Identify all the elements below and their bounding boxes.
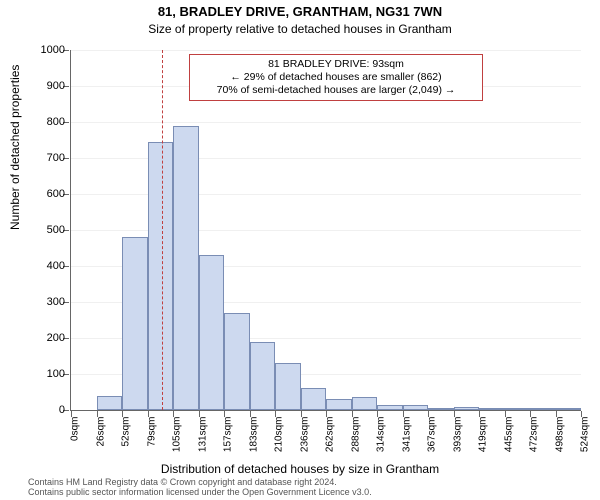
x-tick-label: 262sqm (325, 417, 336, 453)
y-gridline (71, 50, 581, 51)
histogram-bar (352, 397, 378, 410)
y-tick-label: 0 (25, 404, 65, 416)
x-tick-label: 524sqm (580, 417, 591, 453)
x-tick-label: 445sqm (503, 417, 514, 453)
y-tick-label: 900 (25, 80, 65, 92)
histogram-bar (275, 363, 301, 410)
x-tick-label: 288sqm (350, 417, 361, 453)
x-tick-label: 236sqm (299, 417, 310, 453)
chart-subtitle: Size of property relative to detached ho… (0, 22, 600, 36)
chart-title: 81, BRADLEY DRIVE, GRANTHAM, NG31 7WN (0, 4, 600, 19)
x-tick-label: 105sqm (172, 417, 183, 453)
histogram-bar (377, 405, 403, 410)
x-tick-label: 26sqm (95, 417, 106, 447)
x-tick-label: 419sqm (478, 417, 489, 453)
histogram-bar (454, 407, 480, 410)
y-tick-label: 800 (25, 116, 65, 128)
y-tick-label: 600 (25, 188, 65, 200)
y-gridline (71, 122, 581, 123)
x-tick-label: 472sqm (529, 417, 540, 453)
histogram-bar (556, 408, 582, 410)
histogram-bar (224, 313, 250, 410)
annotation-box: 81 BRADLEY DRIVE: 93sqm ← 29% of detache… (189, 54, 483, 101)
y-tick-label: 700 (25, 152, 65, 164)
histogram-bar (530, 408, 556, 410)
y-tick-label: 1000 (25, 44, 65, 56)
histogram-bar (505, 408, 531, 410)
x-tick-label: 0sqm (70, 417, 81, 441)
y-tick-label: 500 (25, 224, 65, 236)
histogram-bar (428, 408, 454, 410)
annotation-line1: 81 BRADLEY DRIVE: 93sqm (196, 58, 476, 71)
license-text: Contains HM Land Registry data © Crown c… (28, 478, 372, 498)
x-tick-label: 341sqm (401, 417, 412, 453)
y-axis-title: Number of detached properties (8, 65, 22, 230)
reference-line (162, 50, 163, 410)
y-tick-label: 200 (25, 332, 65, 344)
x-tick-label: 183sqm (248, 417, 259, 453)
histogram-bar (173, 126, 199, 410)
y-tick-label: 400 (25, 260, 65, 272)
license-line2: Contains public sector information licen… (28, 488, 372, 498)
histogram-bar (403, 405, 429, 410)
x-tick-label: 498sqm (554, 417, 565, 453)
annotation-line2: ← 29% of detached houses are smaller (86… (196, 71, 476, 84)
x-tick-label: 157sqm (223, 417, 234, 453)
histogram-bar (97, 396, 123, 410)
x-tick-label: 314sqm (376, 417, 387, 453)
histogram-bar (301, 388, 327, 410)
histogram-bar (148, 142, 174, 410)
histogram-bar (199, 255, 225, 410)
histogram-bar (326, 399, 352, 410)
x-tick-label: 52sqm (121, 417, 132, 447)
x-tick-label: 79sqm (146, 417, 157, 447)
y-tick-label: 300 (25, 296, 65, 308)
plot-area: 010020030040050060070080090010000sqm26sq… (70, 50, 581, 411)
x-tick-label: 131sqm (197, 417, 208, 453)
histogram-bar (122, 237, 148, 410)
histogram-bar (250, 342, 276, 410)
x-tick-label: 367sqm (427, 417, 438, 453)
x-tick-label: 393sqm (452, 417, 463, 453)
x-axis-title: Distribution of detached houses by size … (0, 462, 600, 476)
x-tick-label: 210sqm (274, 417, 285, 453)
y-tick-label: 100 (25, 368, 65, 380)
annotation-line3: 70% of semi-detached houses are larger (… (196, 84, 476, 97)
histogram-bar (479, 408, 505, 410)
chart-container: 81, BRADLEY DRIVE, GRANTHAM, NG31 7WN Si… (0, 0, 600, 500)
